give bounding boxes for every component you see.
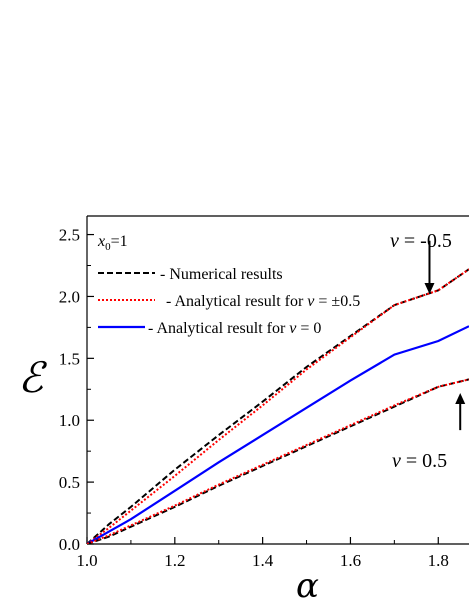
x-tick-label: 1.0 bbox=[76, 551, 97, 570]
legend-math-analytic-half: v bbox=[307, 293, 315, 310]
legend: - Numerical results - Analytical result … bbox=[98, 266, 360, 337]
parameter-label: x0=1 bbox=[97, 233, 128, 253]
legend-math-analytic-zero: v bbox=[289, 320, 297, 337]
axis-ticks: 1.0 1.2 1.4 1.6 1.8 0.0 0.5 1.0 1.5 2.0 2.5 bbox=[59, 226, 449, 570]
y-axis-title: ℰ bbox=[18, 353, 48, 402]
y-tick-label: 0.0 bbox=[59, 535, 80, 554]
legend-suffix-analytic-half: = ±0.5 bbox=[314, 293, 360, 310]
annotation-lower-var: v bbox=[392, 450, 401, 472]
parameter-subscript: 0 bbox=[105, 241, 111, 253]
x-tick-label: 1.2 bbox=[164, 551, 185, 570]
annotation-upper-var: v bbox=[390, 230, 399, 252]
legend-text-analytic-zero: - Analytical result for bbox=[148, 320, 289, 337]
series-line-middle-solid bbox=[87, 325, 469, 544]
series-line-upper-dotted bbox=[87, 268, 469, 544]
legend-text-analytic-half: - Analytical result for bbox=[166, 293, 307, 310]
series-line-upper-dashed bbox=[87, 268, 469, 544]
legend-label-analytic-half: - Analytical result for v = ±0.5 bbox=[166, 293, 360, 310]
annotation-lower-label: v = 0.5 bbox=[392, 450, 447, 472]
annotation-arrow-head bbox=[424, 282, 435, 294]
x-tick-label: 1.6 bbox=[340, 551, 361, 570]
y-tick-label: 2.5 bbox=[59, 226, 80, 245]
annotation-arrows bbox=[424, 240, 466, 431]
legend-suffix-analytic-zero: = 0 bbox=[296, 320, 321, 337]
annotation-lower-rest: = 0.5 bbox=[401, 450, 447, 472]
annotation-arrow-head bbox=[455, 392, 466, 404]
legend-label-numerical: - Numerical results bbox=[160, 266, 283, 283]
x-tick-label: 1.8 bbox=[428, 551, 449, 570]
y-tick-label: 1.0 bbox=[59, 411, 80, 430]
x-axis-title: α bbox=[296, 566, 319, 606]
annotation-upper-label: v = -0.5 bbox=[390, 230, 452, 252]
series-line-lower-dotted bbox=[87, 378, 469, 544]
parameter-value: =1 bbox=[111, 233, 128, 250]
x-tick-label: 1.4 bbox=[252, 551, 274, 570]
y-tick-label: 2.0 bbox=[59, 287, 80, 306]
y-tick-label: 0.5 bbox=[59, 473, 80, 492]
y-tick-label: 1.5 bbox=[59, 349, 80, 368]
series-layer bbox=[87, 268, 469, 544]
annotation-upper-rest: = -0.5 bbox=[399, 230, 452, 252]
parameter-var: x bbox=[97, 233, 105, 250]
legend-label-analytic-zero: - Analytical result for v = 0 bbox=[148, 320, 321, 337]
